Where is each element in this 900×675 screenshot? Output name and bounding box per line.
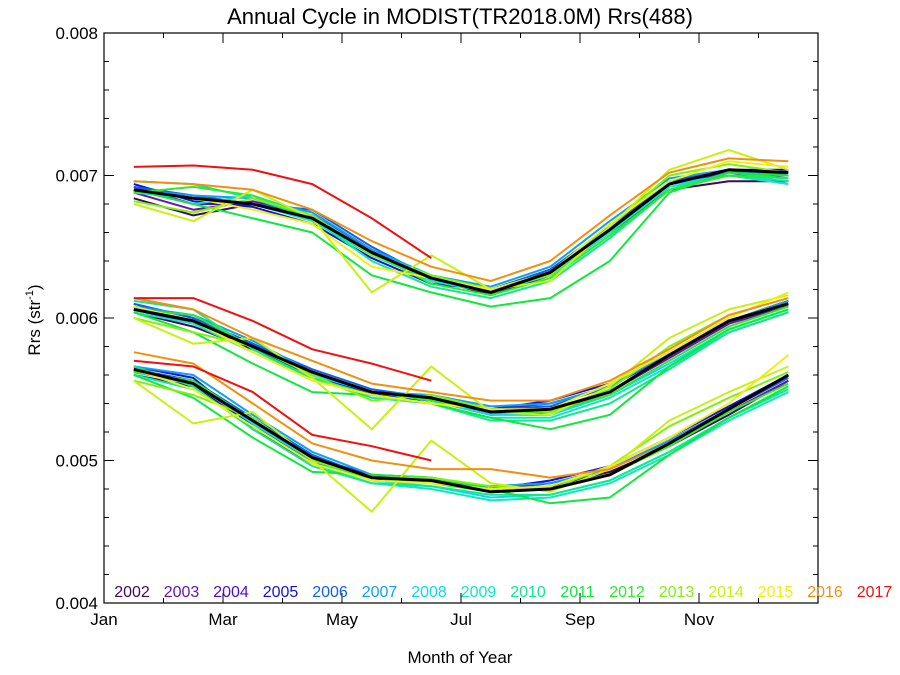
series-line-2017-middle: [133, 297, 432, 382]
legend-entry-2006: 2006: [312, 584, 348, 601]
series-line-2008-middle: [133, 308, 789, 416]
series-line-2013-middle: [133, 297, 789, 413]
y-axis-label-superscript: -1: [24, 290, 36, 300]
y-tick-label: 0.004: [55, 594, 98, 613]
y-axis-label: Rrs (str-1): [24, 284, 44, 355]
series-line-2010-lower: [133, 365, 789, 496]
legend-entry-2007: 2007: [362, 584, 398, 601]
legend-entry-2004: 2004: [213, 584, 249, 601]
x-tick-label: Jul: [450, 610, 472, 629]
series-line-mean-middle: [133, 302, 789, 414]
series-line-mean-lower: [133, 367, 790, 494]
series-mean: [133, 168, 790, 494]
x-tick-label: Nov: [684, 610, 715, 629]
legend-entry-2017: 2017: [857, 584, 893, 601]
series-line-2011-middle: [133, 308, 789, 431]
y-axis-ticks: 0.004 0.005 0.006 0.007 0.008: [55, 24, 818, 613]
series-line-2003-middle: [133, 305, 789, 416]
legend-entry-2013: 2013: [659, 584, 695, 601]
x-tick-label: Sep: [565, 610, 595, 629]
y-tick-label: 0.005: [55, 452, 98, 471]
y-axis-label-close: ): [25, 284, 44, 290]
legend: 2002 2003 2004 2005 2006 2007 2008 2009 2010 2011…: [114, 584, 892, 601]
x-tick-label: Jan: [90, 610, 117, 629]
series-2017: [133, 164, 432, 462]
y-tick-label: 0.008: [55, 24, 98, 43]
x-tick-label: May: [326, 610, 359, 629]
series-layer: [133, 148, 790, 513]
legend-entry-2011: 2011: [560, 584, 595, 601]
series-line-2013-upper: [133, 163, 789, 291]
legend-entry-2005: 2005: [263, 584, 299, 601]
x-tick-label: Mar: [208, 610, 238, 629]
series-line-2011-upper: [133, 171, 789, 308]
x-axis-label: Month of Year: [408, 648, 513, 667]
series-line-mean-upper: [133, 168, 789, 294]
y-tick-label: 0.007: [55, 167, 98, 186]
legend-entry-2002: 2002: [114, 584, 150, 601]
series-line-2011-lower: [133, 374, 789, 505]
series-2011: [133, 171, 789, 505]
legend-entry-2016: 2016: [807, 584, 843, 601]
legend-entry-2015: 2015: [758, 584, 794, 601]
series-line-2012-upper: [133, 174, 789, 297]
legend-entry-2014: 2014: [708, 584, 744, 601]
legend-entry-2010: 2010: [510, 584, 546, 601]
x-axis-ticks: Jan Mar May Jul Sep Nov: [90, 33, 819, 629]
series-line-2005-lower: [133, 365, 789, 490]
series-line-2014-upper: [133, 148, 789, 294]
series-line-2017-lower: [133, 359, 432, 462]
series-line-2014-middle: [133, 294, 789, 431]
series-line-2017-upper: [133, 164, 432, 259]
legend-entry-2008: 2008: [411, 584, 447, 601]
legend-entry-2012: 2012: [609, 584, 645, 601]
legend-entry-2003: 2003: [164, 584, 200, 601]
y-tick-label: 0.006: [55, 309, 98, 328]
series-line-2010-upper: [133, 171, 789, 300]
series-line-2016-upper: [133, 157, 789, 282]
legend-entry-2009: 2009: [461, 584, 497, 601]
chart-title: Annual Cycle in MODIST(TR2018.0M) Rrs(48…: [227, 4, 693, 29]
series-line-2016-middle: [133, 297, 789, 402]
y-axis-label-main: Rrs (str: [25, 300, 44, 356]
